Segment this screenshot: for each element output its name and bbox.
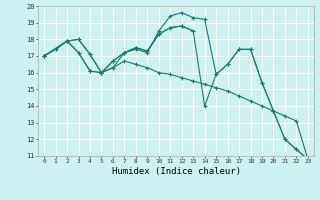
X-axis label: Humidex (Indice chaleur): Humidex (Indice chaleur) (111, 167, 241, 176)
